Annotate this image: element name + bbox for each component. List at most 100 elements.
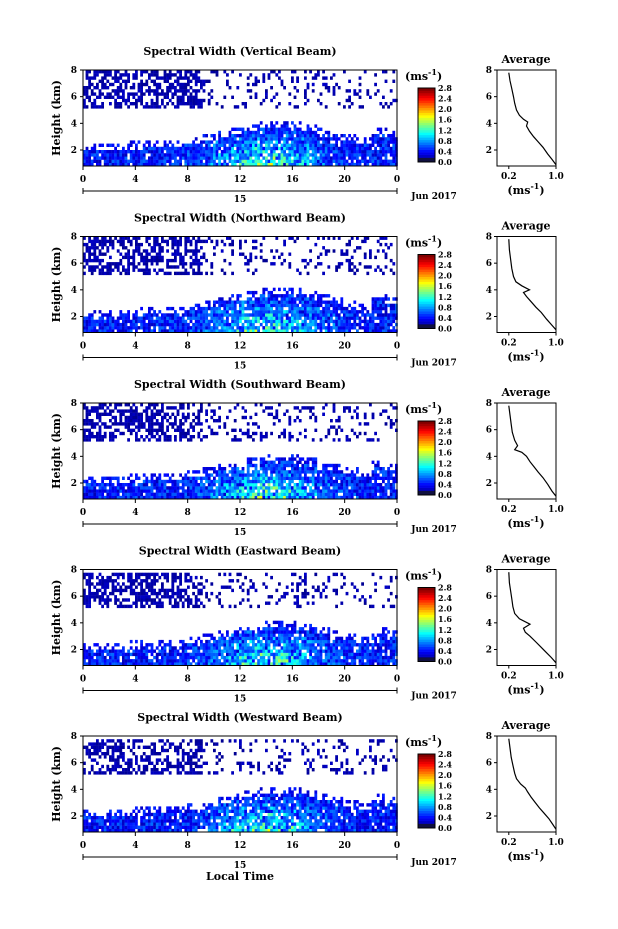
heatmap-cell	[304, 140, 307, 144]
colorbar-min-band	[418, 158, 435, 162]
heatmap-cell	[332, 403, 336, 407]
heatmap-cell	[189, 316, 193, 320]
colorbar-step	[418, 293, 435, 297]
heatmap-cell	[311, 150, 315, 154]
heatmap-cell	[122, 652, 125, 657]
heatmap-cell	[179, 425, 182, 429]
heatmap-cell	[101, 252, 104, 256]
heatmap-cell	[231, 483, 234, 487]
heatmap-cell	[291, 454, 294, 458]
heatmap-cell	[215, 310, 219, 314]
heatmap-cell	[176, 242, 180, 247]
heatmap-cell	[90, 271, 94, 276]
heatmap-cell	[116, 156, 120, 160]
heatmap-cell	[220, 476, 224, 480]
heatmap-cell	[280, 137, 284, 141]
heatmap-cell	[353, 483, 357, 487]
heatmap-cell	[111, 476, 115, 480]
heatmap-cell	[194, 102, 198, 106]
heatmap-cell	[233, 470, 237, 474]
heatmap-cell	[83, 322, 86, 327]
heatmap-cell	[262, 306, 266, 311]
heatmap-cell	[241, 127, 245, 131]
heatmap-cell	[116, 249, 120, 253]
heatmap-cell	[96, 258, 99, 263]
heatmap-cell	[85, 95, 89, 99]
heatmap-cell	[184, 483, 188, 487]
heatmap-cell	[101, 582, 104, 586]
heatmap-cell	[101, 483, 104, 487]
heatmap-cell	[322, 473, 325, 477]
heatmap-cell	[205, 467, 208, 471]
heatmap-cell	[257, 150, 260, 154]
heatmap-cell	[111, 495, 115, 500]
heatmap-cell	[379, 329, 383, 333]
heatmap-cell	[389, 89, 393, 93]
heatmap-cell	[101, 271, 104, 276]
heatmap-cell	[226, 486, 229, 490]
heatmap-cell	[345, 329, 349, 333]
heatmap-cell	[153, 319, 156, 324]
heatmap-cell	[189, 319, 193, 324]
heatmap-cell	[129, 242, 133, 247]
heatmap-cell	[140, 162, 143, 167]
heatmap-cell	[296, 130, 299, 135]
heatmap-cell	[262, 137, 266, 141]
heatmap-cell	[166, 242, 169, 247]
heatmap-cell	[137, 252, 141, 256]
colorbar-tick-label: 2.4	[438, 260, 452, 270]
heatmap-cell	[161, 486, 164, 490]
heatmap-cell	[270, 249, 273, 253]
heatmap-cell	[202, 470, 206, 474]
heatmap-cell	[135, 435, 138, 439]
heatmap-cell	[379, 150, 383, 154]
heatmap-cell	[340, 306, 344, 311]
heatmap-cell	[311, 495, 315, 500]
heatmap-cell	[387, 150, 390, 154]
heatmap-cell	[181, 403, 185, 407]
heatmap-cell	[267, 300, 271, 304]
heatmap-cell	[322, 316, 325, 320]
heatmap-cell	[83, 588, 86, 593]
heatmap-cell	[254, 310, 258, 314]
heatmap-cell	[155, 419, 159, 423]
profile-x-tick-label: 1.0	[548, 172, 564, 182]
heatmap-cell	[291, 300, 294, 304]
heatmap-cell	[88, 252, 91, 256]
heatmap-cell	[116, 322, 120, 327]
heatmap-cell	[109, 265, 112, 269]
heatmap-cell	[348, 140, 351, 144]
heatmap-cell	[249, 300, 253, 304]
heatmap-cell	[275, 249, 279, 253]
heatmap-cell	[106, 575, 110, 580]
heatmap-cell	[356, 137, 359, 141]
heatmap-cell	[340, 252, 344, 256]
heatmap-cell	[213, 310, 216, 314]
heatmap-cell	[314, 419, 318, 423]
heatmap-cell	[374, 495, 377, 500]
heatmap-cell	[280, 156, 284, 160]
heatmap-cell	[111, 489, 115, 493]
heatmap-cell	[168, 86, 172, 90]
heatmap-cell	[122, 489, 125, 493]
heatmap-cell	[103, 585, 107, 589]
heatmap-cell	[174, 310, 177, 314]
heatmap-cell	[265, 130, 268, 135]
heatmap-cell	[389, 470, 393, 474]
heatmap-cell	[257, 489, 260, 493]
heatmap-cell	[376, 303, 380, 308]
heatmap-cell	[194, 239, 198, 244]
profile-x-unit-base: (ms	[507, 351, 530, 364]
heatmap-cell	[106, 492, 110, 496]
heatmap-cell	[358, 153, 362, 157]
heatmap-cell	[161, 258, 164, 263]
heatmap-cell	[228, 329, 232, 333]
heatmap-cell	[343, 316, 346, 320]
heatmap-cell	[262, 467, 266, 471]
heatmap-cell	[285, 476, 289, 480]
heatmap-cell	[239, 239, 242, 244]
heatmap-cell	[259, 460, 263, 464]
heatmap-cell	[197, 79, 201, 83]
heatmap-cell	[184, 268, 188, 272]
heatmap-cell	[298, 127, 302, 131]
